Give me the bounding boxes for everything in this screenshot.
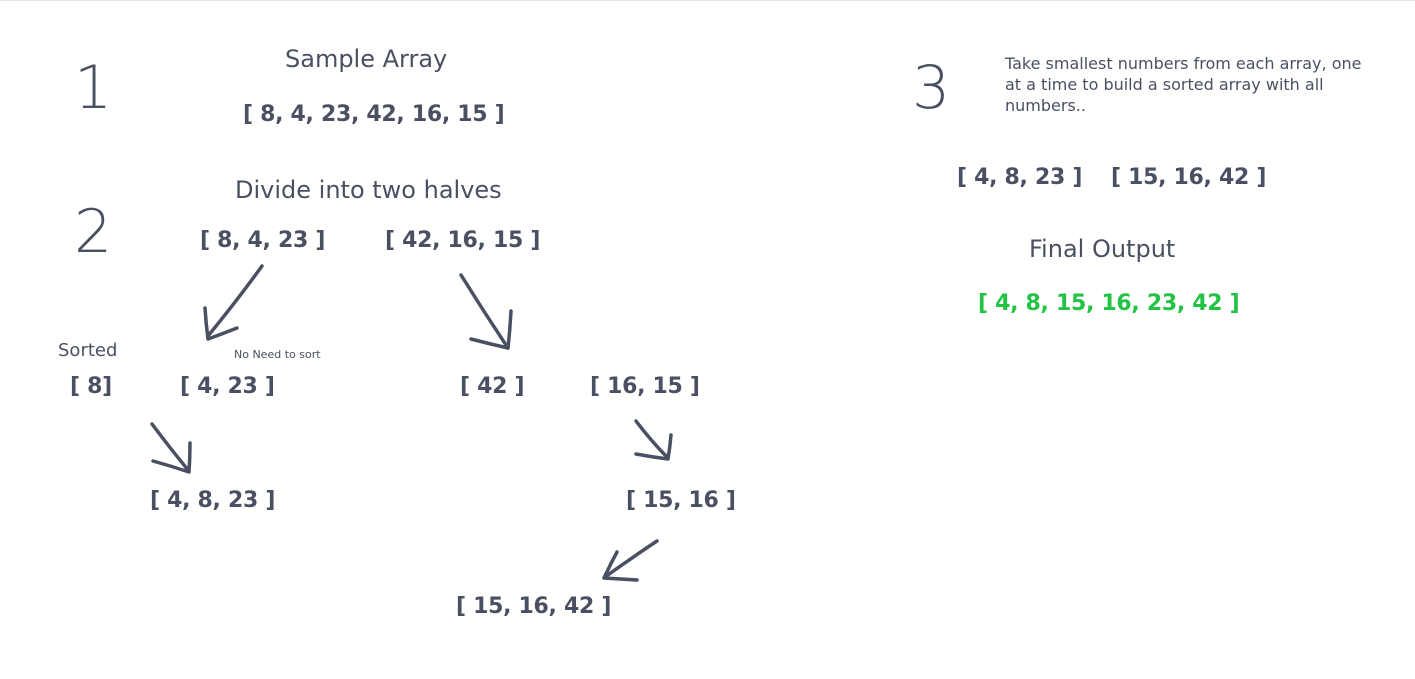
left-half-array: [ 8, 4, 23 ] [200,228,326,253]
array-16-15: [ 16, 15 ] [590,374,700,399]
array-8: [ 8] [70,374,112,399]
combine-right-array: [ 15, 16, 42 ] [1111,165,1267,190]
arrow-16-15-down [634,419,673,461]
sorted-label: Sorted [58,340,118,361]
top-divider [0,0,1415,1]
step-3-number: 3 [912,53,951,123]
arrow-right-half-down [459,273,513,350]
array-4-23: [ 4, 23 ] [180,374,275,399]
sorted-pair-array: [ 15, 16 ] [626,488,736,513]
divide-heading: Divide into two halves [235,176,502,204]
final-output-array: [ 4, 8, 15, 16, 23, 42 ] [978,291,1240,316]
arrow-merge-left [602,539,659,582]
no-need-to-sort-label: No Need to sort [234,348,321,361]
arrow-left-half-down [203,264,264,341]
step-1-number: 1 [74,53,113,123]
combine-instruction: Take smallest numbers from each array, o… [1005,54,1362,115]
merged-right-array: [ 15, 16, 42 ] [456,594,612,619]
arrow-4-23-down [150,422,192,474]
right-half-array: [ 42, 16, 15 ] [385,228,541,253]
merged-left-array: [ 4, 8, 23 ] [150,488,276,513]
final-output-heading: Final Output [1029,235,1176,263]
combine-left-array: [ 4, 8, 23 ] [957,165,1083,190]
sample-array-heading: Sample Array [285,45,448,73]
array-42: [ 42 ] [460,374,525,399]
sample-array: [ 8, 4, 23, 42, 16, 15 ] [243,102,505,127]
step-2-number: 2 [74,197,113,267]
